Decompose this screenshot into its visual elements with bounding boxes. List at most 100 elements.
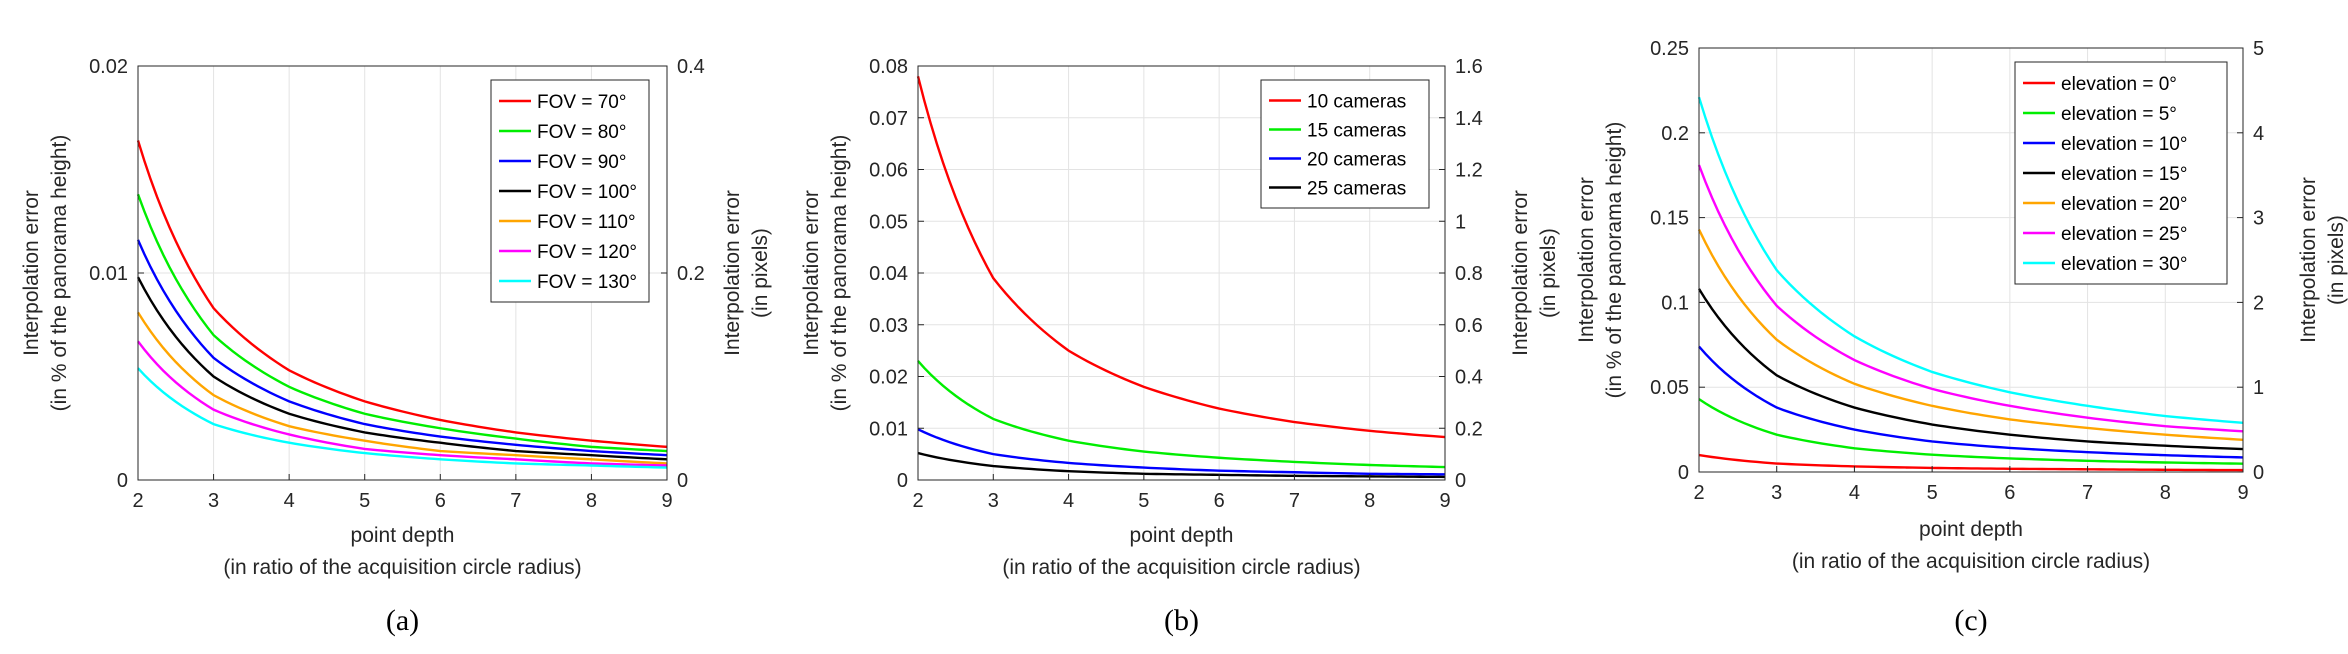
y-right-tick-label: 1.4 [1455, 108, 1483, 130]
legend-label-4: 25 cameras [1307, 179, 1406, 200]
legend-label-5: FOV = 110° [537, 212, 636, 233]
y-right-tick-label: 1.2 [1455, 160, 1483, 182]
x-axis-label: point depth [1919, 518, 2023, 541]
y-right-axis-label: Interpolation error [2297, 177, 2320, 343]
y-axis-sublabel: (in % of the panorama height) [1603, 122, 1626, 399]
y-right-tick-label: 0 [2253, 462, 2264, 484]
series-line-4 [917, 451, 1446, 479]
legend-label-3: FOV = 90° [537, 152, 626, 173]
x-tick-label: 8 [2160, 482, 2171, 504]
legend-label-1: elevation = 0° [2061, 74, 2177, 95]
y-tick-label: 0.04 [869, 263, 908, 285]
y-right-tick-label: 0.2 [1455, 418, 1483, 440]
legend-label-7: FOV = 130° [537, 272, 637, 293]
y-axis-label: Interpolation error [20, 190, 43, 356]
series-line-3 [136, 239, 668, 457]
y-tick-label: 0 [897, 470, 908, 492]
legend-label-2: FOV = 80° [537, 122, 626, 143]
legend-label-6: elevation = 25° [2061, 224, 2187, 245]
series-line-3 [917, 428, 1446, 476]
series-line-4 [1697, 288, 2244, 451]
y-right-tick-label: 0 [677, 470, 688, 492]
x-tick-label: 7 [510, 490, 521, 512]
x-axis-sublabel: (in ratio of the acquisition circle radi… [1002, 556, 1360, 579]
x-axis-sublabel: (in ratio of the acquisition circle radi… [1792, 550, 2150, 573]
legend-label-1: 10 cameras [1307, 92, 1406, 113]
y-tick-label: 0.2 [1661, 123, 1689, 145]
y-tick-label: 0.15 [1650, 208, 1689, 230]
y-tick-label: 0.1 [1661, 292, 1689, 314]
panel-caption: (a) [386, 604, 419, 637]
y-right-tick-label: 1 [1455, 211, 1466, 233]
x-tick-label: 6 [1214, 490, 1225, 512]
y-tick-label: 0 [1678, 462, 1689, 484]
x-tick-label: 3 [208, 490, 219, 512]
x-tick-label: 2 [132, 490, 143, 512]
series-line-2 [1698, 398, 2244, 465]
x-axis-label: point depth [351, 524, 455, 547]
y-right-tick-label: 0.4 [1455, 367, 1483, 389]
y-axis-label: Interpolation error [800, 190, 823, 356]
y-tick-label: 0.01 [869, 418, 908, 440]
legend-label-6: FOV = 120° [537, 242, 637, 263]
legend: elevation = 0° elevation = 5° elevation = … [2014, 61, 2228, 285]
y-tick-label: 0.03 [869, 315, 908, 337]
series-line-6 [137, 340, 668, 467]
y-right-tick-label: 1 [2253, 377, 2264, 399]
axes-box [1698, 47, 2244, 473]
x-tick-label: 8 [1364, 490, 1375, 512]
series-line-2 [917, 360, 1446, 469]
panel-caption: (c) [1954, 604, 1987, 637]
x-tick-label: 3 [1771, 482, 1782, 504]
y-tick-label: 0.08 [869, 56, 908, 78]
legend: FOV = 70° FOV = 80° FOV = 90° FOV = 100° FOV… [490, 79, 650, 303]
x-tick-label: 5 [1927, 482, 1938, 504]
y-right-axis-sublabel: (in pixels) [2325, 215, 2348, 305]
y-right-tick-label: 1.6 [1455, 56, 1483, 78]
y-right-tick-label: 5 [2253, 38, 2264, 60]
y-tick-label: 0.25 [1650, 38, 1689, 60]
x-tick-label: 6 [435, 490, 446, 512]
y-right-tick-label: 0.8 [1455, 263, 1483, 285]
x-tick-label: 4 [1849, 482, 1860, 504]
x-axis-label: point depth [1130, 524, 1234, 547]
x-tick-label: 5 [1138, 490, 1149, 512]
y-right-axis-label: Interpolation error [721, 190, 744, 356]
series-line-1 [136, 140, 668, 449]
panel-caption: (b) [1164, 604, 1199, 637]
x-tick-label: 4 [1063, 490, 1074, 512]
y-right-tick-label: 0.2 [677, 263, 705, 285]
series-line-2 [136, 193, 668, 453]
y-axis-label: Interpolation error [1575, 177, 1598, 343]
y-axis-sublabel: (in % of the panorama height) [48, 135, 71, 412]
legend-label-1: FOV = 70° [537, 92, 626, 113]
x-tick-label: 6 [2004, 482, 2015, 504]
series-line-1 [916, 76, 1446, 439]
x-tick-label: 3 [988, 490, 999, 512]
legend-label-3: elevation = 10° [2061, 134, 2187, 155]
x-tick-label: 5 [359, 490, 370, 512]
y-right-axis-sublabel: (in pixels) [749, 228, 772, 318]
x-tick-label: 2 [912, 490, 923, 512]
legend-label-2: 15 cameras [1307, 121, 1406, 142]
y-right-tick-label: 4 [2253, 123, 2264, 145]
series-line-5 [136, 311, 668, 465]
series-line-6 [1697, 164, 2244, 433]
y-right-tick-label: 2 [2253, 292, 2264, 314]
y-tick-label: 0.01 [89, 263, 128, 285]
y-right-tick-label: 0.4 [677, 56, 705, 78]
y-right-tick-label: 3 [2253, 208, 2264, 230]
x-tick-label: 9 [2237, 482, 2248, 504]
series-line-3 [1698, 345, 2244, 459]
x-tick-label: 2 [1693, 482, 1704, 504]
series-line-5 [1697, 228, 2244, 441]
y-right-tick-label: 0.6 [1455, 315, 1483, 337]
y-tick-label: 0.02 [89, 56, 128, 78]
legend-label-5: elevation = 20° [2061, 194, 2187, 215]
legend: 10 cameras 15 cameras 20 cameras 25 cameras [1260, 79, 1430, 209]
y-axis-sublabel: (in % of the panorama height) [828, 135, 851, 412]
legend-label-7: elevation = 30° [2061, 254, 2187, 275]
